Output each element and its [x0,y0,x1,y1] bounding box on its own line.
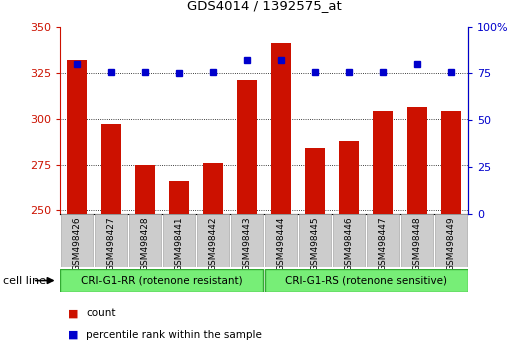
Bar [441,111,461,214]
Text: CRI-G1-RR (rotenone resistant): CRI-G1-RR (rotenone resistant) [81,275,243,286]
Bar [435,214,468,267]
Text: ■: ■ [68,330,78,339]
Text: GSM498447: GSM498447 [379,217,388,272]
Bar [333,214,366,267]
Bar [135,165,155,214]
Text: ■: ■ [68,308,78,318]
Bar [60,269,264,292]
Text: GSM498449: GSM498449 [447,217,456,272]
Text: percentile rank within the sample: percentile rank within the sample [86,330,262,339]
Bar [305,148,325,214]
Text: cell line: cell line [3,275,46,286]
Text: GSM498442: GSM498442 [209,217,218,271]
Bar [367,214,400,267]
Text: count: count [86,308,116,318]
Bar [101,124,121,214]
Bar [203,163,223,214]
Bar [299,214,332,267]
Bar [237,80,257,214]
Text: GSM498443: GSM498443 [243,217,252,272]
Bar [265,269,468,292]
Text: GSM498441: GSM498441 [175,217,184,272]
Text: GSM498428: GSM498428 [141,217,150,272]
Bar [401,214,434,267]
Text: GDS4014 / 1392575_at: GDS4014 / 1392575_at [187,0,342,12]
Bar [407,108,427,214]
Bar [67,60,87,214]
Bar [95,214,128,267]
Bar [169,181,189,214]
Text: GSM498445: GSM498445 [311,217,320,272]
Bar [265,214,298,267]
Bar [61,214,94,267]
Text: GSM498446: GSM498446 [345,217,354,272]
Bar [339,141,359,214]
Bar [197,214,230,267]
Bar [271,43,291,214]
Bar [163,214,196,267]
Text: CRI-G1-RS (rotenone sensitive): CRI-G1-RS (rotenone sensitive) [286,275,448,286]
Bar [231,214,264,267]
Text: GSM498426: GSM498426 [73,217,82,272]
Text: GSM498448: GSM498448 [413,217,422,272]
Bar [373,111,393,214]
Text: GSM498427: GSM498427 [107,217,116,272]
Text: GSM498444: GSM498444 [277,217,286,271]
Bar [129,214,162,267]
